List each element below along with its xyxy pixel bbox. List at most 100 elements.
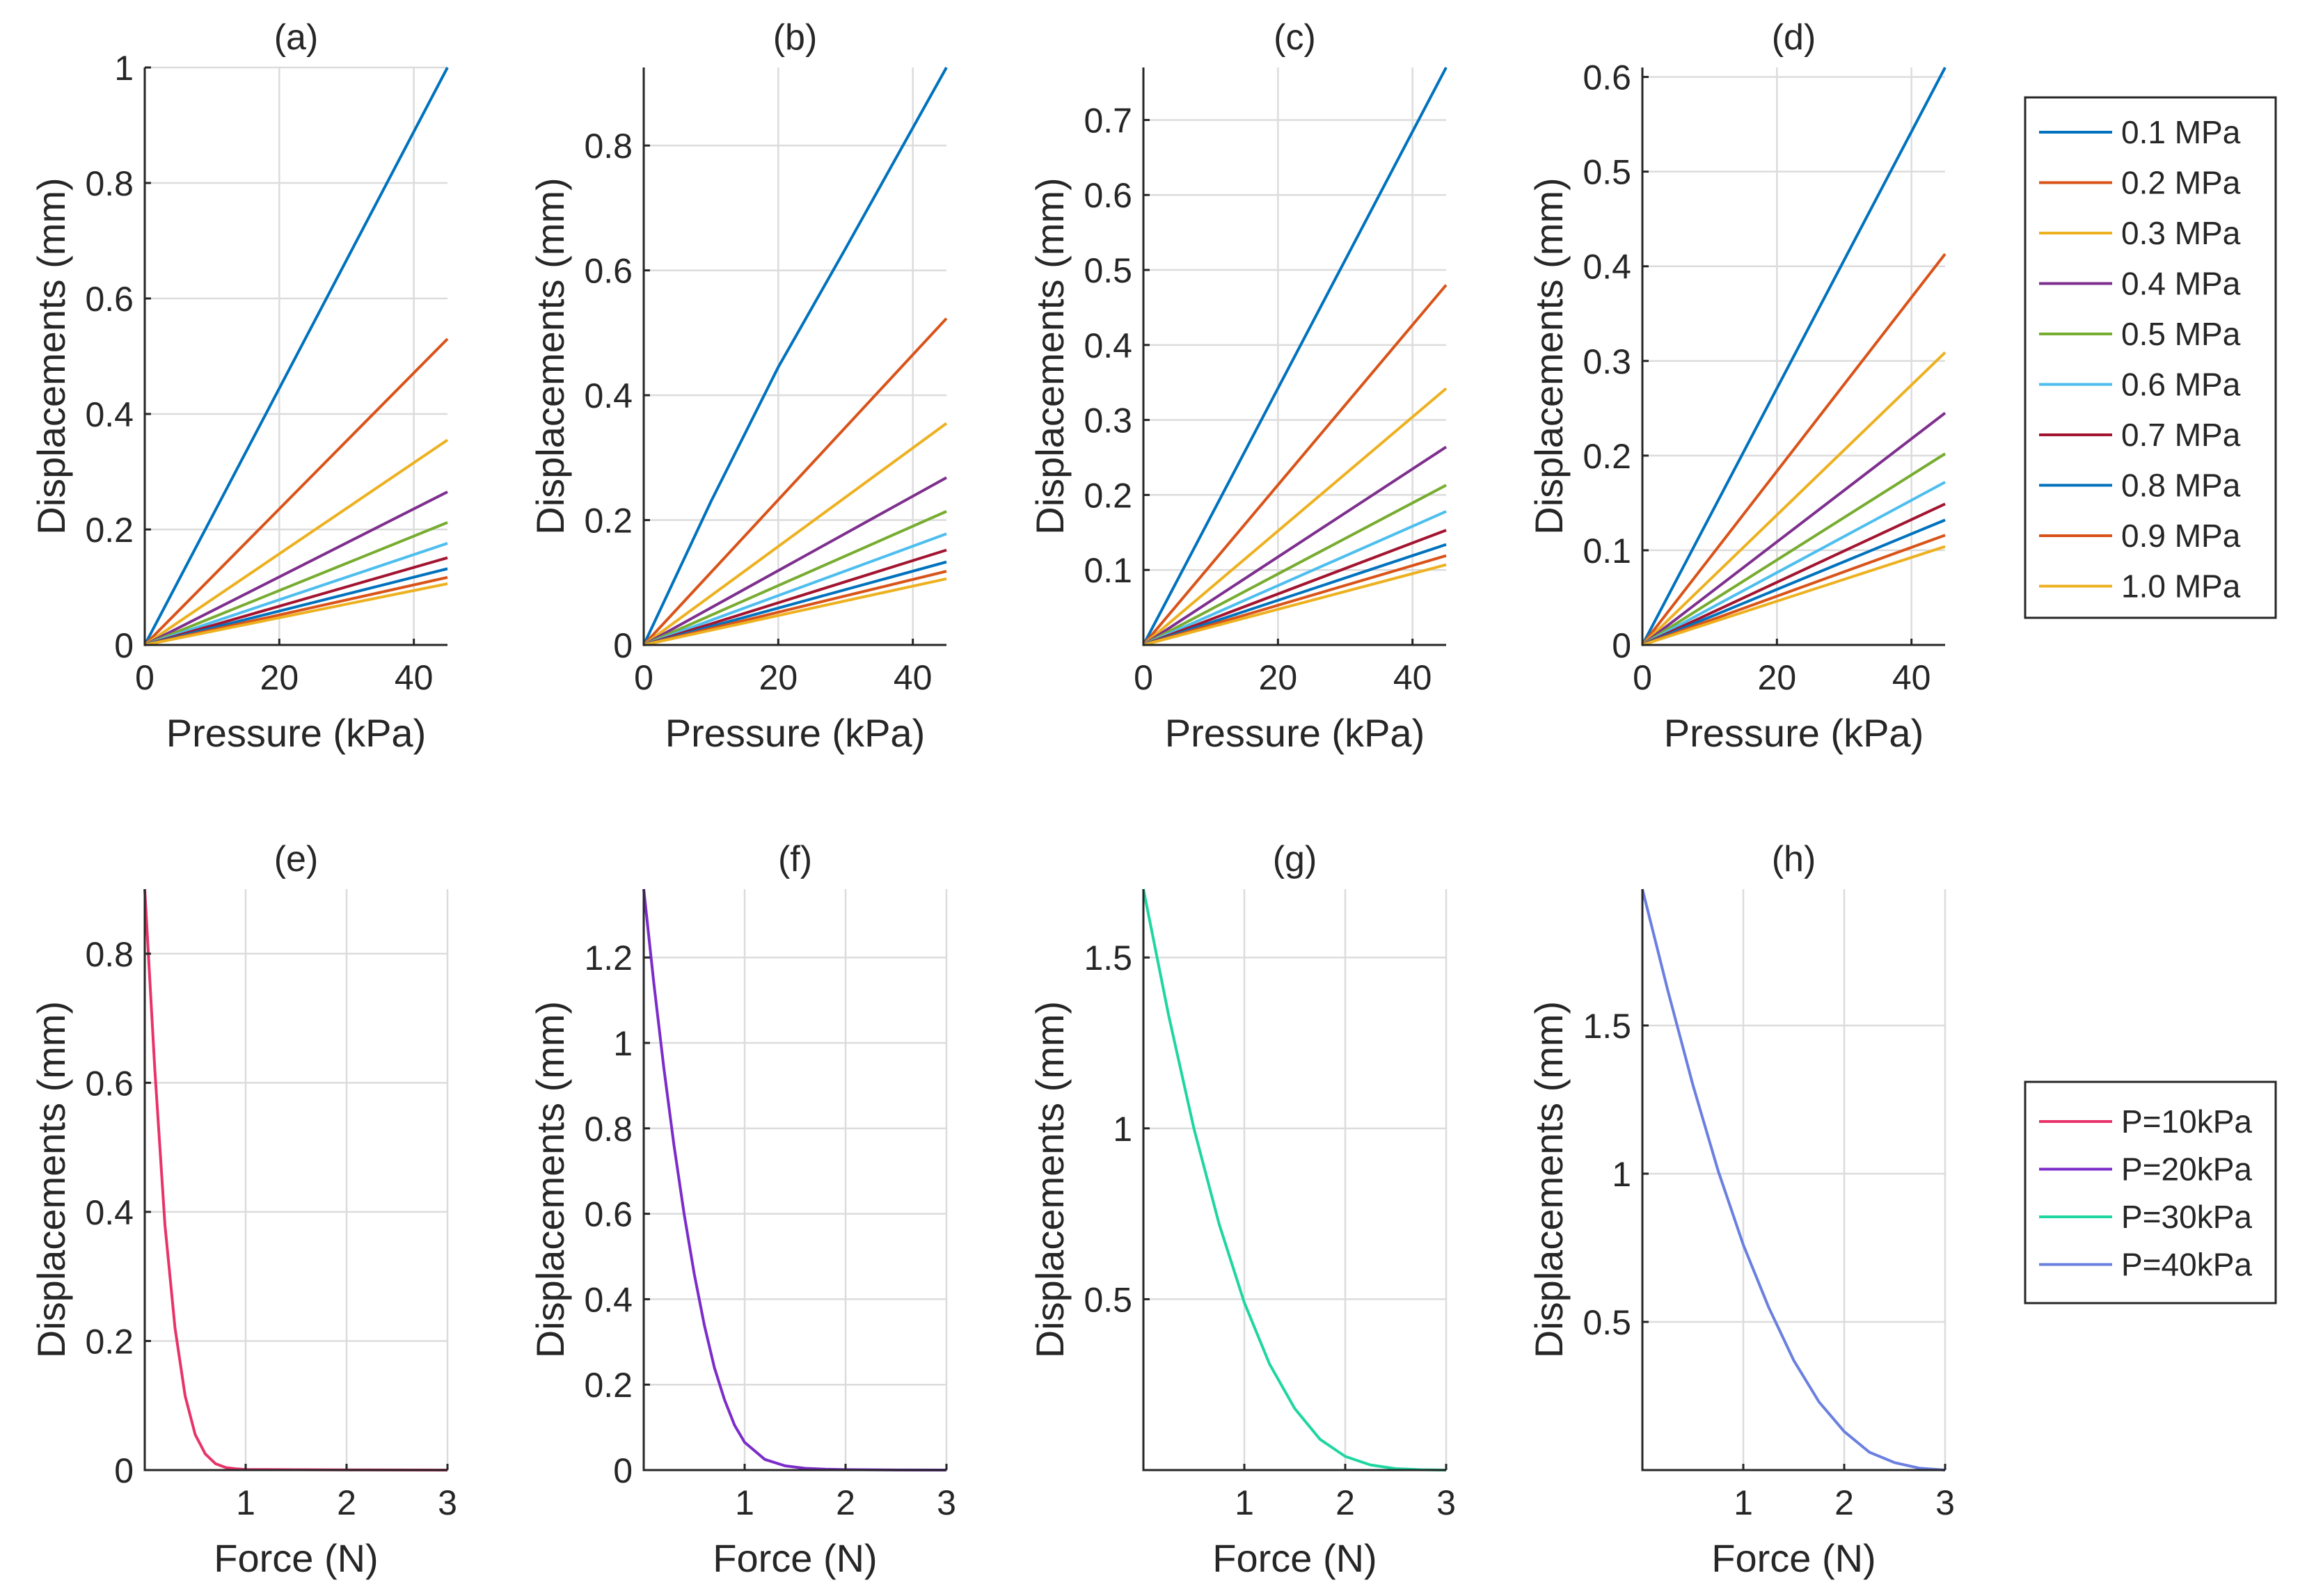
y-tick-label: 0.4 <box>85 1193 134 1232</box>
legend-label: 0.2 MPa <box>2121 165 2241 201</box>
series-line-0-5-mpa <box>1641 452 1947 646</box>
y-tick-label: 0.4 <box>584 376 633 415</box>
legend-label: 1.0 MPa <box>2121 568 2241 605</box>
series-line-0-1-mpa <box>143 67 449 646</box>
panel-title: (b) <box>773 17 818 58</box>
series-line-0-4-mpa <box>1142 445 1448 646</box>
panel-title: (d) <box>1772 17 1816 58</box>
y-tick-label: 0.6 <box>1583 58 1631 97</box>
x-axis-label: Force (N) <box>1212 1536 1377 1580</box>
series-line-p-20kpa <box>642 888 947 1471</box>
series-line-1-0-mpa <box>1143 563 1447 646</box>
series-line-0-6-mpa <box>643 532 947 646</box>
legend-label: P=30kPa <box>2121 1199 2252 1235</box>
x-tick-label: 0 <box>634 658 653 697</box>
y-tick-label: 1.5 <box>1583 1007 1631 1046</box>
panel-b: 0 20 40 0 0.2 0.4 0.6 0.8 (b) Pressure (kPa) Displ… <box>528 17 948 755</box>
y-axis-label: Displacements (mm) <box>1028 1001 1072 1358</box>
series-line-0-7-mpa <box>1642 502 1946 646</box>
legend-stiffness: 0.1 MPa 0.2 MPa 0.3 MPa 0.4 MPa 0.5 MPa 0.6 M… <box>2024 96 2277 619</box>
series-line-p-40kpa <box>1641 888 1946 1471</box>
y-tick-label: 1 <box>1612 1155 1631 1194</box>
y-tick-label: 0.6 <box>1084 176 1132 215</box>
legend-label: 0.6 MPa <box>2121 367 2241 403</box>
legend-pressure: P=10kPa P=20kPa P=30kPa P=40kPa <box>2024 1080 2277 1304</box>
panel-f: 1 2 3 0 0.2 0.4 0.6 0.8 1 1.2 (f) Force (N) Displace… <box>528 839 956 1580</box>
y-tick-label: 0.5 <box>1084 1280 1132 1319</box>
panel-d: 0 20 40 0 0.1 0.2 0.3 0.4 0.5 0.6 (d) Pressure (kPa… <box>1527 17 1947 755</box>
x-tick-label: 0 <box>135 658 154 697</box>
y-tick-label: 0.2 <box>85 1322 134 1361</box>
legend-label: P=40kPa <box>2121 1247 2252 1283</box>
x-tick-label: 20 <box>1259 658 1298 697</box>
y-tick-label: 0 <box>114 626 134 665</box>
series-line-0-3-mpa <box>143 438 449 646</box>
y-tick-label: 0.4 <box>584 1280 633 1319</box>
x-axis-label: Pressure (kPa) <box>166 711 426 755</box>
y-tick-label: 0.2 <box>85 511 134 550</box>
series-line-0-2-mpa <box>642 317 948 646</box>
legend-label: P=20kPa <box>2121 1151 2252 1188</box>
x-tick-label: 40 <box>1892 658 1931 697</box>
x-axis-label: Pressure (kPa) <box>1165 711 1425 755</box>
series-line-1-0-mpa <box>144 582 448 646</box>
x-tick-label: 1 <box>236 1483 255 1522</box>
series-line-0-1-mpa <box>642 67 948 646</box>
panel-title: (g) <box>1273 839 1317 879</box>
y-tick-label: 0.4 <box>85 395 134 434</box>
series-line-0-8-mpa <box>643 560 947 646</box>
panel-a: 0 20 40 0 0.2 0.4 0.6 0.8 1 (a) Pressure (kPa) Disp… <box>29 17 449 755</box>
series-line-0-7-mpa <box>1143 529 1447 646</box>
y-axis-label: Displacements (mm) <box>1028 177 1072 534</box>
series-line-0-8-mpa <box>144 567 448 646</box>
x-tick-label: 40 <box>395 658 434 697</box>
y-tick-label: 0.6 <box>584 1195 633 1234</box>
y-tick-label: 1.5 <box>1084 939 1132 977</box>
y-tick-label: 1 <box>613 1024 633 1063</box>
y-tick-label: 0.5 <box>1583 1303 1631 1342</box>
series-line-0-6-mpa <box>1642 481 1946 646</box>
panel-title: (a) <box>274 17 319 58</box>
series-line-0-8-mpa <box>1143 543 1447 646</box>
y-tick-label: 0.3 <box>1084 401 1132 440</box>
y-tick-label: 0.2 <box>1583 437 1631 476</box>
panel-title: (e) <box>274 839 319 879</box>
series-line-0-5-mpa <box>1143 484 1447 646</box>
x-tick-label: 20 <box>759 658 798 697</box>
series-line-0-2-mpa <box>1142 284 1448 646</box>
series-line-0-2-mpa <box>143 337 449 646</box>
y-tick-label: 0.2 <box>584 1366 633 1405</box>
panel-title: (f) <box>778 839 812 879</box>
y-tick-label: 0 <box>114 1451 134 1490</box>
panel-title: (h) <box>1772 839 1816 879</box>
x-tick-label: 2 <box>1834 1483 1854 1522</box>
series-line-0-4-mpa <box>643 476 947 646</box>
x-tick-label: 2 <box>836 1483 855 1522</box>
series-line-0-4-mpa <box>1641 412 1947 646</box>
y-axis-label: Displacements (mm) <box>528 1001 572 1358</box>
y-tick-label: 0.6 <box>584 252 633 291</box>
y-tick-label: 1 <box>114 49 134 88</box>
series-line-1-0-mpa <box>1642 545 1946 646</box>
series-line-0-1-mpa <box>1641 67 1947 646</box>
y-tick-label: 0.5 <box>1583 153 1631 192</box>
series-line-0-7-mpa <box>144 556 448 646</box>
series-line-0-1-mpa <box>1142 67 1448 646</box>
x-tick-label: 0 <box>1633 658 1652 697</box>
series-line-0-3-mpa <box>1142 387 1448 646</box>
series-line-0-5-mpa <box>643 510 947 646</box>
y-tick-label: 0.3 <box>1583 342 1631 381</box>
y-tick-label: 0.2 <box>584 502 633 541</box>
y-tick-label: 0.8 <box>584 127 633 166</box>
x-axis-label: Pressure (kPa) <box>1664 711 1924 755</box>
y-tick-label: 0 <box>613 626 633 665</box>
y-axis-label: Displacements (mm) <box>1527 177 1571 534</box>
y-tick-label: 0.1 <box>1583 532 1631 570</box>
series-line-0-6-mpa <box>144 542 448 646</box>
y-tick-label: 0.4 <box>1084 326 1132 365</box>
x-tick-label: 3 <box>937 1483 956 1522</box>
y-axis-label: Displacements (mm) <box>29 177 73 534</box>
x-tick-label: 3 <box>438 1483 457 1522</box>
series-line-0-9-mpa <box>1143 554 1447 646</box>
